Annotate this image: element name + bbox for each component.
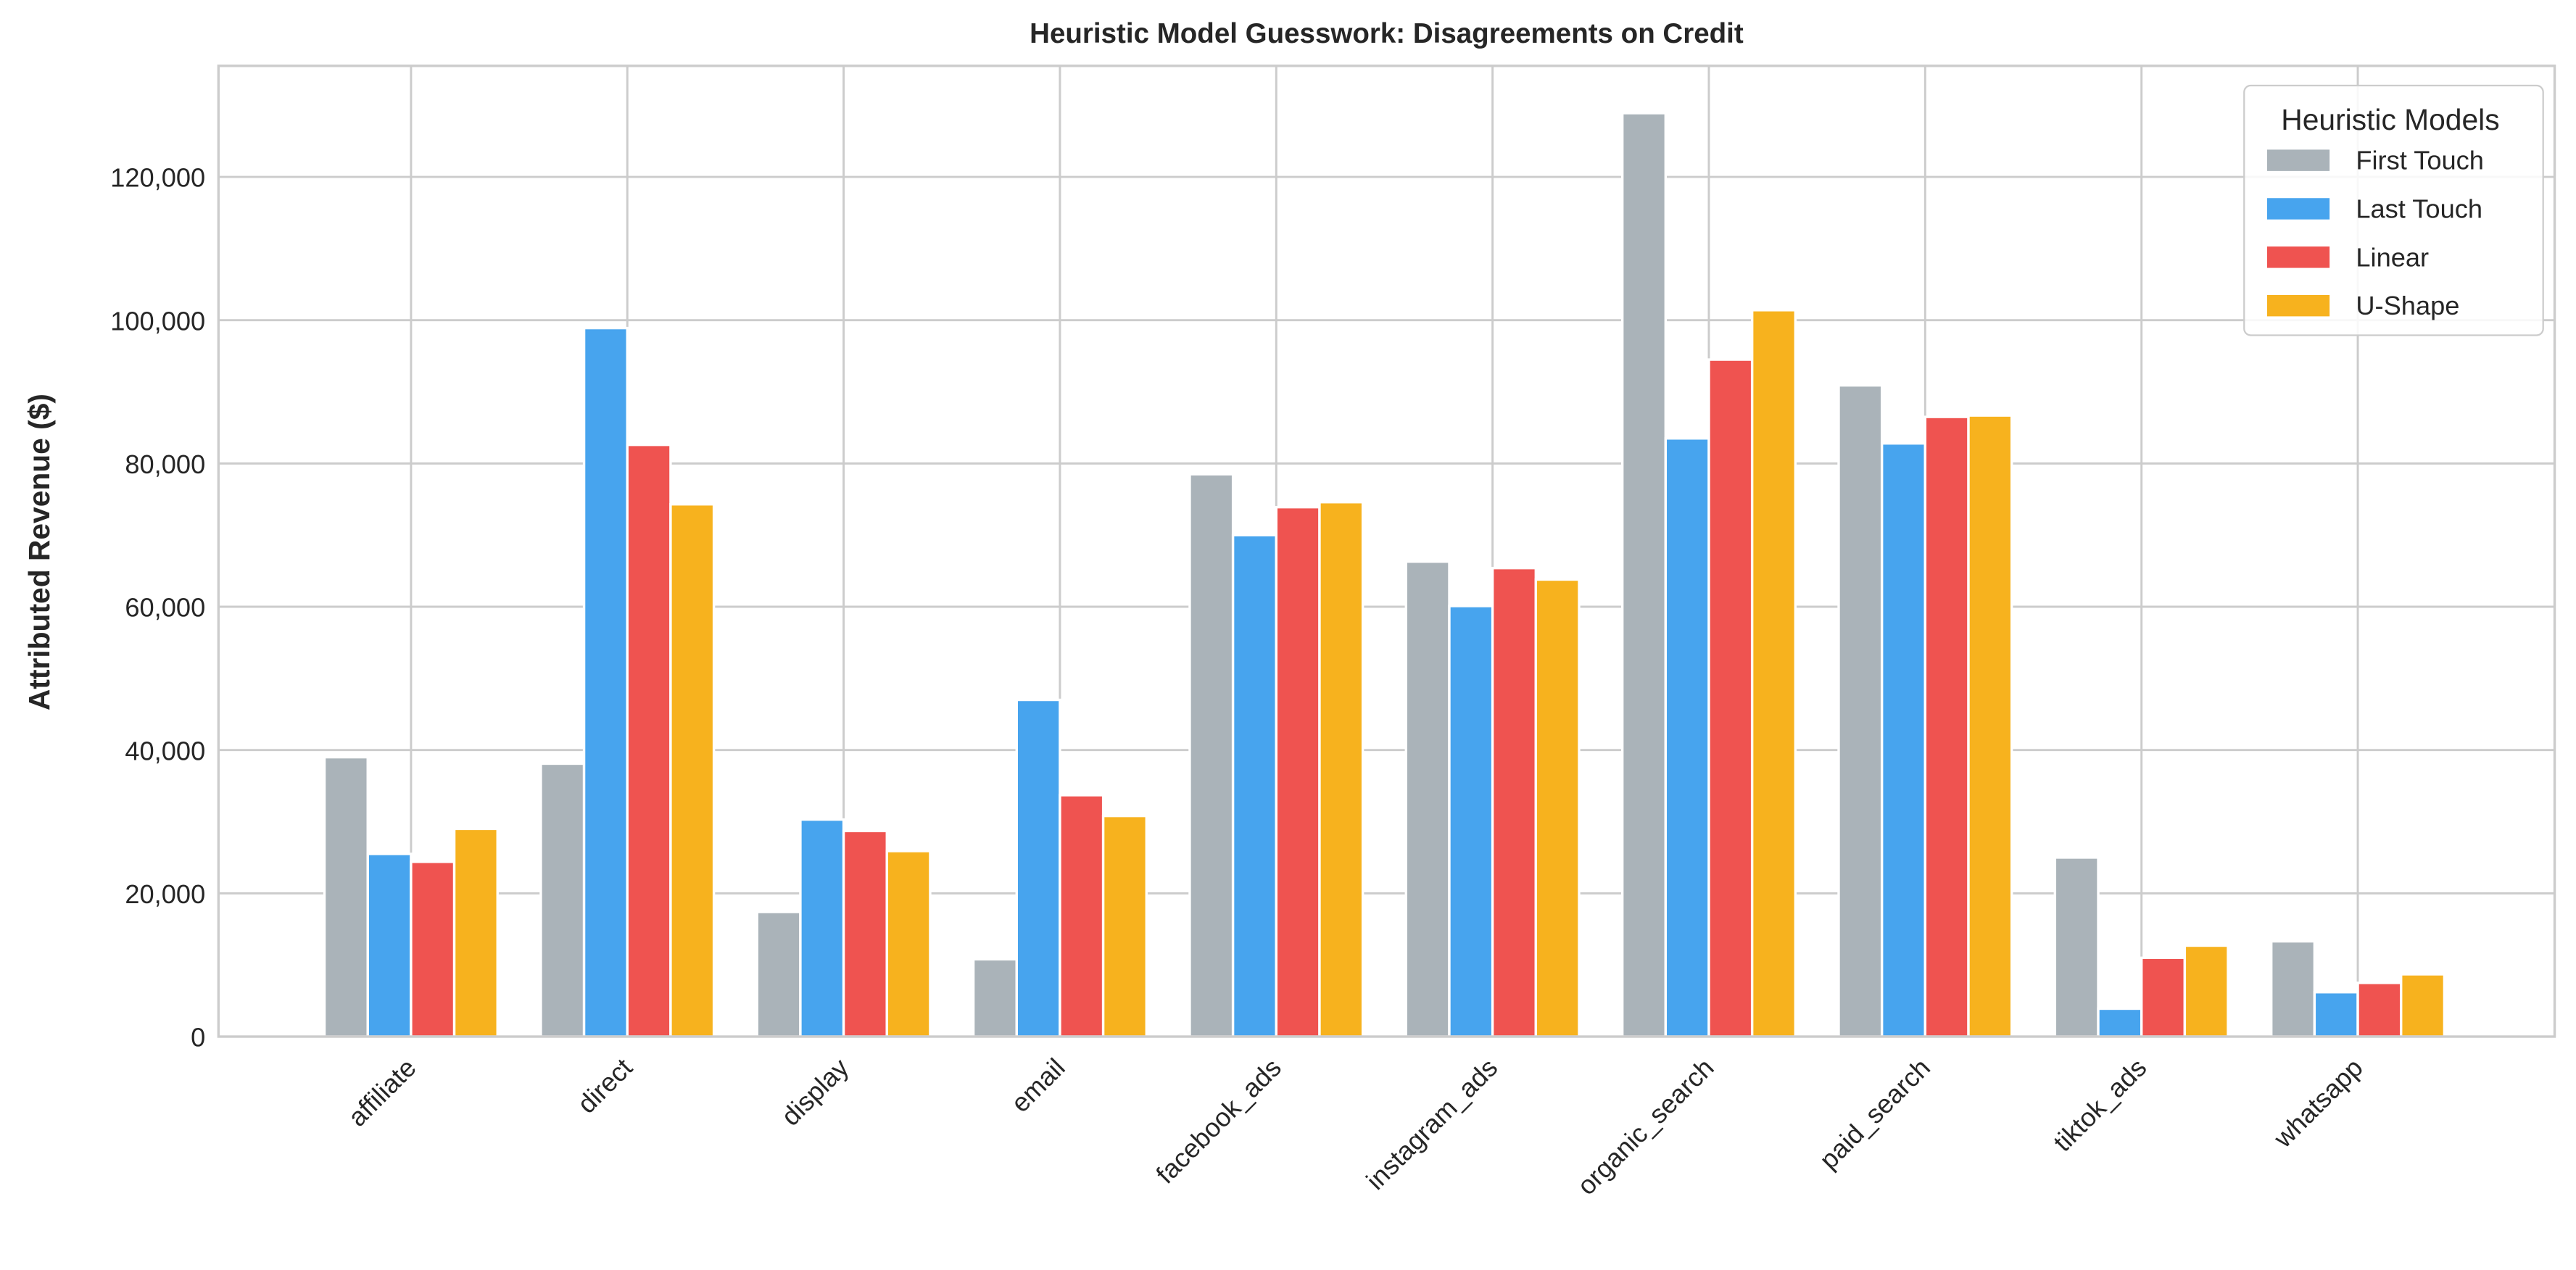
bar-last-touch-tiktok_ads	[2097, 1007, 2143, 1038]
y-tick-label: 20,000	[125, 879, 205, 909]
bar-linear-email	[1059, 794, 1105, 1038]
bar-u-shape-tiktok_ads	[2183, 944, 2229, 1038]
bar-u-shape-direct	[669, 503, 716, 1038]
legend-swatch	[2267, 294, 2330, 317]
bar-linear-affiliate	[410, 860, 456, 1038]
bar-first-touch-whatsapp	[2270, 939, 2316, 1038]
bar-last-touch-affiliate	[366, 852, 413, 1038]
y-tick-label: 60,000	[125, 593, 205, 623]
bar-first-touch-display	[755, 910, 802, 1038]
y-tick-label: 0	[191, 1023, 205, 1053]
y-tick-label: 100,000	[110, 306, 205, 336]
bar-linear-tiktok_ads	[2140, 956, 2187, 1038]
y-tick-label: 40,000	[125, 736, 205, 765]
bar-first-touch-tiktok_ads	[2053, 856, 2100, 1038]
bar-linear-direct	[626, 443, 672, 1038]
bar-linear-whatsapp	[2356, 981, 2403, 1038]
bar-last-touch-organic_search	[1664, 437, 1710, 1038]
bar-u-shape-affiliate	[452, 827, 499, 1038]
bars	[323, 112, 2446, 1038]
legend-entry: U-Shape	[2356, 291, 2459, 320]
bar-u-shape-organic_search	[1750, 309, 1797, 1038]
plot-frame	[217, 65, 2556, 1038]
legend-swatch	[2267, 149, 2330, 171]
bar-first-touch-facebook_ads	[1188, 473, 1235, 1038]
chart-title: Heuristic Model Guesswork: Disagreements…	[1030, 18, 1744, 49]
bar-u-shape-email	[1101, 814, 1148, 1038]
bar-last-touch-instagram_ads	[1448, 605, 1494, 1038]
bar-linear-instagram_ads	[1491, 566, 1538, 1038]
bar-u-shape-instagram_ads	[1534, 578, 1581, 1038]
bar-first-touch-paid_search	[1837, 383, 1884, 1038]
y-tick-label: 120,000	[110, 163, 205, 193]
bar-first-touch-direct	[539, 762, 586, 1038]
bar-first-touch-email	[972, 958, 1018, 1038]
bar-linear-facebook_ads	[1275, 505, 1321, 1038]
bar-linear-organic_search	[1707, 358, 1754, 1038]
legend-entry: Linear	[2356, 242, 2429, 272]
bar-last-touch-display	[799, 818, 845, 1038]
legend-swatch	[2267, 246, 2330, 268]
y-tick-labels: 0 20,000 40,000 60,000 80,000 100,000 120,000	[110, 163, 205, 1053]
y-axis-label: Attributed Revenue ($)	[22, 394, 56, 710]
y-tick-label: 80,000	[125, 449, 205, 479]
bar-u-shape-display	[885, 850, 932, 1038]
bar-first-touch-organic_search	[1620, 112, 1668, 1038]
bar-u-shape-facebook_ads	[1318, 501, 1364, 1038]
bar-last-touch-direct	[582, 326, 629, 1038]
bar-last-touch-facebook_ads	[1231, 534, 1277, 1038]
legend: Heuristic Models First Touch Last Touch Li…	[2243, 84, 2544, 336]
bar-last-touch-email	[1015, 698, 1061, 1038]
bar-last-touch-whatsapp	[2313, 991, 2359, 1038]
bar-u-shape-paid_search	[1967, 414, 2013, 1038]
bar-last-touch-paid_search	[1880, 441, 1927, 1038]
legend-box	[2243, 84, 2544, 336]
legend-swatch	[2267, 198, 2330, 220]
legend-title: Heuristic Models	[2281, 103, 2499, 136]
bar-linear-display	[842, 829, 888, 1038]
bar-first-touch-affiliate	[323, 755, 369, 1038]
legend-entry: First Touch	[2356, 146, 2484, 175]
bar-linear-paid_search	[1923, 415, 1970, 1038]
bar-first-touch-instagram_ads	[1404, 560, 1451, 1038]
bar-u-shape-whatsapp	[2400, 973, 2446, 1038]
legend-entry: Last Touch	[2356, 194, 2482, 223]
